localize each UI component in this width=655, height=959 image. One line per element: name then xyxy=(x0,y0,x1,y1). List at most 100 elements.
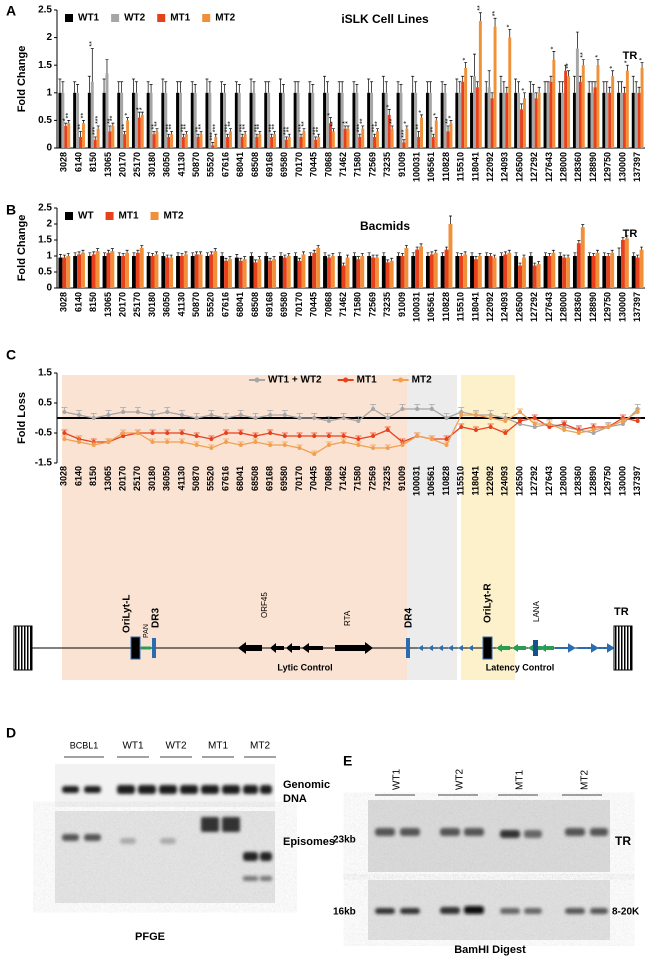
point xyxy=(415,407,420,411)
error-bar xyxy=(258,131,262,135)
bar xyxy=(639,249,644,288)
error-bar xyxy=(411,75,415,93)
point xyxy=(459,425,464,429)
error-bar xyxy=(637,86,641,93)
x-tick-label: 127643 xyxy=(544,292,554,322)
lane-label: WT1 xyxy=(392,768,403,790)
error-bar xyxy=(375,128,379,132)
error-bar xyxy=(125,249,129,253)
point xyxy=(253,434,258,438)
bar xyxy=(106,252,111,288)
gel-d: BCBL1 WT1 WT2 MT1 MT2 Episomes PFGE xyxy=(55,740,335,943)
bar xyxy=(284,139,288,148)
error-bar xyxy=(458,81,462,93)
bar xyxy=(384,92,388,148)
error-bar xyxy=(134,81,138,93)
bar xyxy=(617,256,621,288)
point xyxy=(488,416,493,420)
x-tick-label: 69168 xyxy=(265,466,275,491)
error-bar xyxy=(323,75,327,93)
error-bar xyxy=(370,81,374,93)
y-tick-label: 2.5 xyxy=(38,203,52,214)
bar xyxy=(518,265,523,288)
bar xyxy=(606,256,611,288)
x-tick-label: 124093 xyxy=(500,466,510,496)
legend-swatch xyxy=(105,212,114,220)
error-bar xyxy=(361,125,365,129)
bar xyxy=(286,256,291,288)
legend-swatch xyxy=(157,14,166,22)
x-tick-label: 8150 xyxy=(88,152,98,172)
error-bar xyxy=(92,251,96,255)
error-bar xyxy=(278,78,282,93)
significance: *** xyxy=(224,124,231,132)
bar xyxy=(352,256,357,288)
bar xyxy=(179,256,184,288)
point xyxy=(297,446,302,450)
point xyxy=(547,422,552,426)
error-bar xyxy=(331,253,335,256)
bar xyxy=(470,92,474,148)
bar xyxy=(440,256,445,288)
error-bar xyxy=(487,70,491,88)
annotation: TR xyxy=(623,228,638,240)
x-tick-label: 126500 xyxy=(514,466,524,496)
bar xyxy=(179,92,182,148)
significance: * xyxy=(136,107,143,110)
bar xyxy=(326,257,331,288)
error-bar xyxy=(475,81,479,88)
error-bar xyxy=(419,243,423,247)
bar xyxy=(567,76,571,148)
significance: * xyxy=(63,118,70,121)
significance: ** xyxy=(169,124,176,130)
significance: * xyxy=(624,60,631,63)
orilyt-l-box xyxy=(130,636,141,660)
error-bar xyxy=(478,12,482,22)
error-bar xyxy=(287,253,291,256)
bar xyxy=(234,257,239,288)
error-bar xyxy=(299,133,303,137)
gel-label: Genomic DNA xyxy=(283,779,331,805)
orilyt-r-region xyxy=(461,375,515,680)
bar xyxy=(213,251,218,288)
error-bar xyxy=(558,81,562,93)
size-label: 16kb xyxy=(333,907,356,918)
error-bar xyxy=(110,248,114,252)
bar xyxy=(534,98,538,148)
bar xyxy=(625,70,629,148)
bar xyxy=(242,259,247,288)
latency-genes xyxy=(418,645,473,651)
map-label: DR4 xyxy=(404,608,415,628)
error-bar xyxy=(390,125,394,129)
x-tick-label: 110828 xyxy=(441,292,451,322)
bar xyxy=(473,259,478,288)
error-bar xyxy=(64,122,68,126)
error-bar xyxy=(551,249,555,253)
significance: *** xyxy=(313,127,320,135)
bar xyxy=(587,256,592,288)
x-tick-label: 36050 xyxy=(162,292,172,317)
x-tick-label: 68508 xyxy=(250,466,260,491)
bar xyxy=(417,136,421,148)
significance: ** xyxy=(195,126,202,132)
bar xyxy=(431,136,435,148)
error-bar xyxy=(311,84,315,93)
error-bar xyxy=(356,256,360,260)
error-bar xyxy=(252,81,256,93)
error-bar xyxy=(250,252,254,256)
x-tick-label: 55520 xyxy=(206,152,216,177)
gel-texture xyxy=(55,811,275,903)
point xyxy=(400,443,405,447)
bar xyxy=(531,92,535,148)
error-bar xyxy=(343,125,347,129)
legend-swatch xyxy=(111,14,120,22)
error-bar xyxy=(552,51,556,60)
error-bar xyxy=(131,78,135,93)
gel-label: Episomes xyxy=(283,836,335,848)
error-bar xyxy=(431,133,435,137)
point xyxy=(356,419,361,423)
error-bar xyxy=(461,75,465,82)
bar xyxy=(237,92,241,148)
bar xyxy=(240,136,244,148)
x-tick-label: 130000 xyxy=(617,466,627,496)
